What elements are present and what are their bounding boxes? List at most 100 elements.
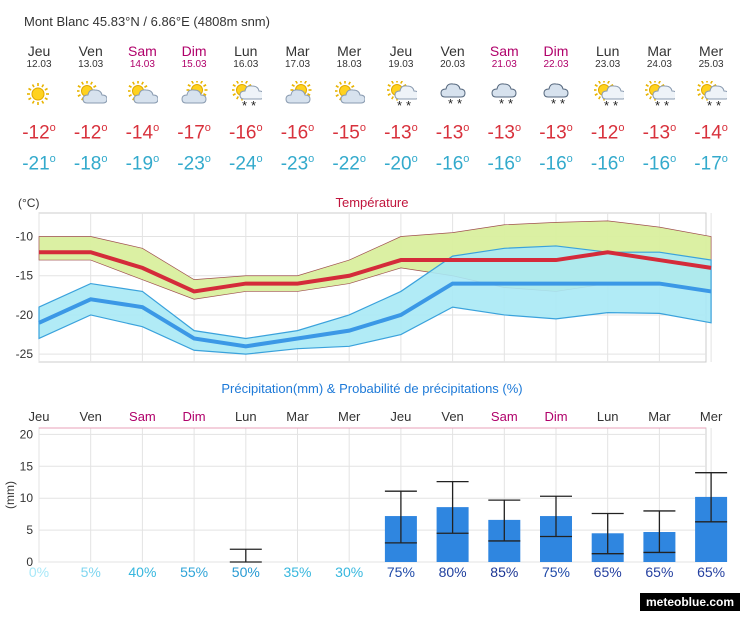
day-header: Jeu 12.03: [13, 43, 65, 71]
temperature-y-tick: -25: [16, 347, 34, 361]
min-temperature: -16o: [642, 153, 677, 175]
precip-y-tick: 10: [20, 491, 34, 505]
sun-cloud-icon: [127, 80, 159, 118]
day-date: 20.03: [440, 59, 466, 70]
precip-probability-label: 65%: [697, 564, 725, 580]
day-header: Lun 23.03: [582, 43, 634, 71]
precip-y-tick: 0: [26, 555, 33, 569]
precip-day-label: Dim: [544, 409, 567, 424]
precip-probability-label: 75%: [387, 564, 415, 580]
cloud-snow-icon: * *: [542, 81, 572, 118]
precip-day-label: Jeu: [390, 409, 411, 424]
precip-y-tick: 20: [20, 427, 34, 441]
precip-day-label: Jeu: [29, 409, 50, 424]
day-date: 24.03: [646, 59, 672, 70]
svg-text:*: *: [604, 98, 609, 113]
day-name: Dim: [181, 43, 207, 59]
min-temperature: -22o: [332, 153, 366, 175]
day-name: Ven: [78, 43, 103, 59]
precip-day-label: Sam: [491, 409, 518, 424]
day-header: Jeu 19.03: [375, 43, 427, 71]
svg-text:*: *: [397, 98, 402, 113]
max-temperature-line: [39, 250, 712, 294]
sun-cloud-icon: [334, 80, 366, 118]
precip-y-label: (mm): [3, 481, 17, 509]
svg-text:*: *: [448, 96, 453, 111]
day-name: Mar: [647, 43, 672, 59]
svg-text:*: *: [613, 98, 618, 113]
day-header: Mer 18.03: [323, 43, 375, 71]
day-name: Sam: [127, 43, 157, 59]
precip-probability-label: 55%: [180, 564, 208, 580]
day-date: 17.03: [284, 59, 311, 70]
day-header: Mer 25.03: [685, 43, 737, 71]
sun-icon: [25, 81, 55, 118]
svg-text:*: *: [457, 96, 462, 111]
max-temperature: -13o: [384, 122, 418, 144]
min-temperature: -18o: [73, 153, 108, 175]
precip-probability-label: 65%: [594, 564, 622, 580]
sun-snow-icon: * *: [231, 79, 265, 118]
brand-logo: meteoblue.com: [640, 593, 740, 611]
max-temperature: -13o: [435, 122, 470, 144]
svg-text:*: *: [499, 96, 504, 111]
min-temperature: -21o: [22, 153, 56, 175]
min-temperature: -16o: [435, 153, 470, 175]
precip-probability-label: 65%: [645, 564, 673, 580]
max-temperature: -16o: [229, 122, 263, 144]
day-name: Mer: [699, 43, 724, 59]
cloud-sun-icon: [180, 79, 210, 118]
min-temperature: -20o: [384, 153, 418, 175]
cloud-snow-icon: * *: [490, 81, 520, 118]
cloud-snow-icon: * *: [439, 81, 469, 118]
precip-probability-label: 50%: [232, 564, 260, 580]
precip-probability-label: 85%: [490, 564, 518, 580]
sun-snow-icon: * *: [696, 79, 730, 118]
day-header: Ven 20.03: [427, 43, 479, 71]
min-temperature: -16o: [539, 153, 573, 175]
day-date: 22.03: [543, 59, 569, 70]
day-name: Mer: [337, 43, 362, 59]
max-temperature: -17o: [177, 122, 211, 144]
min-temperature: -16o: [590, 153, 625, 175]
precip-day-label: Mar: [286, 409, 309, 424]
precip-probability-label: 30%: [335, 564, 363, 580]
min-temperature: -19o: [125, 153, 160, 175]
day-date: 25.03: [698, 59, 724, 70]
day-header: Sam 14.03: [116, 43, 168, 71]
svg-text:*: *: [242, 98, 247, 113]
precip-probability-label: 5%: [81, 564, 101, 580]
svg-text:*: *: [560, 96, 565, 111]
svg-text:*: *: [551, 96, 556, 111]
max-temperature: -16o: [280, 122, 315, 144]
location-title: Mont Blanc 45.83°N / 6.86°E (4808m snm): [24, 14, 270, 29]
day-name: Lun: [596, 43, 620, 59]
temperature-y-label: (°C): [18, 196, 39, 210]
precip-probability-label: 0%: [29, 564, 49, 580]
max-temperature: -13o: [539, 122, 573, 144]
temperature-y-tick: -20: [16, 308, 34, 322]
max-temperature: -13o: [487, 122, 522, 144]
day-name: Dim: [543, 43, 569, 59]
max-temperature: -15o: [332, 122, 366, 144]
precip-probability-label: 35%: [283, 564, 311, 580]
day-header: Sam 21.03: [478, 43, 530, 71]
day-date: 23.03: [595, 59, 621, 70]
max-temperature: -12o: [73, 122, 108, 144]
max-temperature: -13o: [642, 122, 677, 144]
cloud-sun-icon: [284, 79, 314, 118]
day-name: Jeu: [27, 43, 51, 59]
day-name: Sam: [489, 43, 519, 59]
day-date: 21.03: [491, 59, 517, 70]
precip-day-label: Mer: [338, 409, 361, 424]
precip-chart-title: Précipitation(mm) & Probabilité de préci…: [221, 381, 522, 396]
temperature-chart-title: Température: [336, 195, 409, 210]
day-date: 19.03: [388, 59, 414, 70]
day-date: 12.03: [26, 59, 52, 70]
day-name: Ven: [440, 43, 465, 59]
precip-day-label: Mer: [700, 409, 723, 424]
max-temperature: -12o: [22, 122, 56, 144]
max-temperature: -12o: [590, 122, 625, 144]
precip-day-label: Dim: [183, 409, 206, 424]
